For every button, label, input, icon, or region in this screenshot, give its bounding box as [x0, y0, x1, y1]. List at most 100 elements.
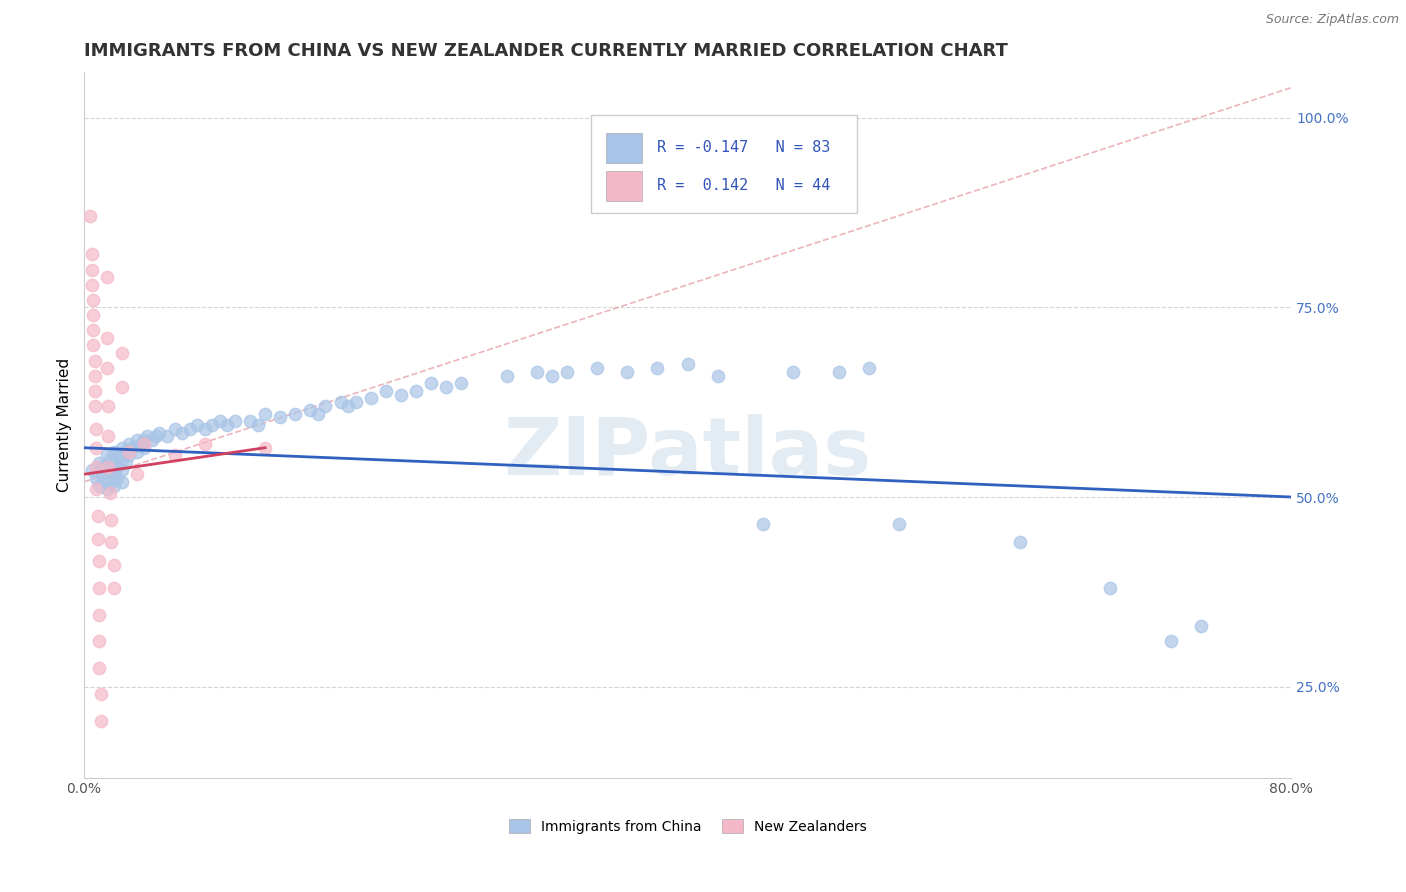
Point: [125, 444, 148, 458]
Point: [87, 456, 110, 470]
Point: [201, 417, 224, 432]
Point: [887, 516, 910, 531]
Point: [1189, 619, 1212, 633]
Point: [87, 607, 110, 622]
Point: [118, 448, 141, 462]
Point: [194, 437, 217, 451]
Point: [103, 467, 125, 482]
Point: [752, 516, 775, 531]
Point: [105, 448, 128, 462]
Point: [111, 441, 134, 455]
Point: [239, 414, 262, 428]
Point: [224, 414, 246, 428]
Point: [115, 444, 138, 458]
Point: [111, 452, 134, 467]
Point: [80, 247, 103, 261]
Point: [86, 508, 108, 523]
Point: [111, 475, 134, 489]
Point: [405, 384, 427, 398]
Text: IMMIGRANTS FROM CHINA VS NEW ZEALANDER CURRENTLY MARRIED CORRELATION CHART: IMMIGRANTS FROM CHINA VS NEW ZEALANDER C…: [84, 42, 1008, 60]
Point: [83, 384, 105, 398]
Point: [374, 384, 396, 398]
Point: [82, 308, 104, 322]
Point: [87, 581, 110, 595]
Point: [87, 660, 110, 674]
Point: [246, 417, 269, 432]
Point: [118, 437, 141, 451]
Point: [179, 422, 201, 436]
Point: [269, 410, 291, 425]
Point: [434, 380, 457, 394]
Point: [827, 365, 849, 379]
Point: [134, 433, 156, 447]
Point: [145, 429, 167, 443]
Point: [172, 425, 194, 440]
Point: [1160, 634, 1182, 648]
Point: [96, 459, 118, 474]
Point: [194, 422, 217, 436]
Point: [105, 459, 128, 474]
Point: [141, 433, 163, 447]
Point: [91, 467, 114, 482]
Point: [111, 346, 134, 360]
Point: [96, 331, 118, 345]
Point: [1008, 535, 1031, 549]
Point: [115, 456, 138, 470]
Point: [616, 365, 638, 379]
Point: [707, 368, 730, 383]
Point: [80, 463, 103, 477]
Text: Source: ZipAtlas.com: Source: ZipAtlas.com: [1265, 13, 1399, 27]
Point: [344, 395, 367, 409]
Point: [97, 429, 120, 443]
Legend: Immigrants from China, New Zealanders: Immigrants from China, New Zealanders: [509, 819, 866, 834]
Point: [389, 387, 412, 401]
Point: [676, 357, 699, 371]
Point: [100, 452, 122, 467]
FancyBboxPatch shape: [591, 115, 856, 213]
Point: [96, 270, 118, 285]
Point: [83, 368, 105, 383]
Point: [84, 422, 107, 436]
Point: [134, 437, 156, 451]
Text: ZIPatlas: ZIPatlas: [503, 414, 872, 492]
Bar: [606, 171, 641, 201]
Point: [103, 478, 125, 492]
Point: [858, 361, 880, 376]
Point: [87, 554, 110, 568]
Point: [103, 558, 125, 573]
Point: [526, 365, 548, 379]
Point: [163, 422, 186, 436]
Point: [100, 535, 122, 549]
Point: [80, 262, 103, 277]
Point: [83, 353, 105, 368]
Point: [105, 471, 128, 485]
Point: [82, 323, 104, 337]
Point: [100, 513, 122, 527]
Point: [131, 437, 153, 451]
Point: [337, 399, 360, 413]
Bar: [606, 133, 641, 162]
Point: [96, 361, 118, 376]
Point: [103, 444, 125, 458]
Y-axis label: Currently Married: Currently Married: [58, 358, 72, 492]
Point: [90, 714, 112, 728]
Point: [329, 395, 352, 409]
Point: [284, 407, 307, 421]
Text: R =  0.142   N = 44: R = 0.142 N = 44: [658, 178, 831, 194]
Point: [163, 448, 186, 462]
Point: [97, 399, 120, 413]
Point: [136, 429, 159, 443]
Point: [87, 634, 110, 648]
Point: [450, 376, 472, 391]
Point: [103, 456, 125, 470]
Point: [118, 444, 141, 458]
Point: [90, 687, 112, 701]
Point: [540, 368, 562, 383]
Point: [100, 463, 122, 477]
Point: [314, 399, 336, 413]
Point: [420, 376, 443, 391]
Point: [96, 475, 118, 489]
Point: [360, 392, 382, 406]
Point: [125, 433, 148, 447]
Point: [84, 459, 107, 474]
